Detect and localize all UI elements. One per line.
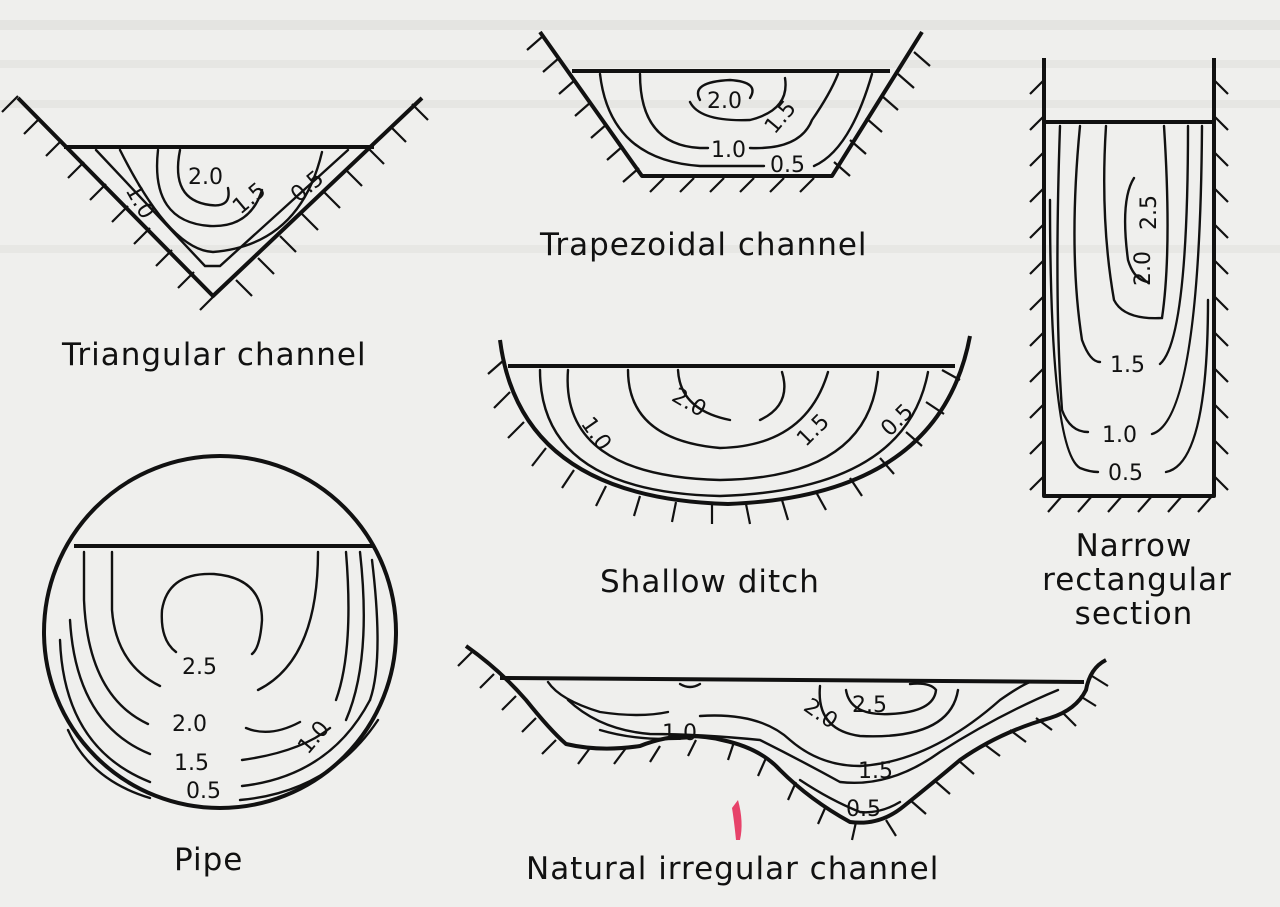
channel-bed xyxy=(464,644,1107,825)
isovel-label: 2.5 xyxy=(1137,195,1162,230)
isovel-labels: 2.5 2.0 1.5 1.0 0.5 xyxy=(1102,195,1162,486)
isovel-label: 1.0 xyxy=(711,138,746,163)
triangular-channel: 2.0 1.5 1.0 0.5 Triangular channel xyxy=(1,95,429,373)
isovel-label: 1.0 xyxy=(1102,423,1137,448)
bank-hatching xyxy=(487,359,961,525)
caption-line: section xyxy=(1075,596,1194,632)
isovel-label: 0.5 xyxy=(770,153,805,178)
narrow-rectangular-section: 2.5 2.0 1.5 1.0 0.5 Narrow rectangular s… xyxy=(1029,58,1232,632)
shallow-ditch: 2.0 1.0 1.5 0.5 Shallow ditch xyxy=(487,335,972,600)
isovel-labels: 2.5 2.0 1.0 1.5 0.5 xyxy=(662,693,893,822)
isovel-label: 1.0 xyxy=(662,721,697,746)
isovel-lines xyxy=(1048,124,1210,474)
isovel-label: 2.5 xyxy=(182,655,217,680)
triangular-channel-caption: Triangular channel xyxy=(61,337,367,373)
narrow-rectangular-caption: Narrow rectangular section xyxy=(1042,528,1232,632)
caption-line: rectangular xyxy=(1042,562,1232,598)
pipe-wall xyxy=(42,454,398,810)
isovel-label: 2.0 xyxy=(667,383,710,422)
isovel-label: 2.0 xyxy=(707,89,742,114)
natural-irregular-channel: 2.5 2.0 1.0 1.5 0.5 Natural irregular ch… xyxy=(457,644,1109,887)
isovel-label: 1.0 xyxy=(120,181,159,224)
isovel-lines xyxy=(546,680,1060,814)
isovel-label: 2.0 xyxy=(188,165,223,190)
isovel-label: 2.0 xyxy=(1131,251,1156,286)
isovel-lines xyxy=(94,148,350,268)
isovel-label: 2.0 xyxy=(172,712,207,737)
trapezoidal-channel-caption: Trapezoidal channel xyxy=(539,227,868,263)
channel-bed xyxy=(16,96,424,298)
isovel-lines xyxy=(538,368,930,498)
pipe: 2.5 2.0 1.5 0.5 1.0 Pipe xyxy=(42,454,398,878)
isovel-label: 1.5 xyxy=(858,759,893,784)
red-ink-mark xyxy=(732,800,742,840)
channel-bed xyxy=(538,30,924,178)
natural-channel-caption: Natural irregular channel xyxy=(526,851,939,887)
isovel-lines xyxy=(58,550,380,802)
channel-bed xyxy=(1042,58,1216,498)
trapezoidal-channel: 2.0 1.5 1.0 0.5 Trapezoidal channel xyxy=(526,30,931,263)
isovel-label: 0.5 xyxy=(1108,461,1143,486)
shallow-ditch-caption: Shallow ditch xyxy=(600,564,820,600)
bank-hatching xyxy=(526,35,931,193)
channel-bed xyxy=(498,335,972,506)
isovel-label: 0.5 xyxy=(846,797,881,822)
isovel-lines xyxy=(598,72,874,168)
bank-hatching xyxy=(457,651,1109,841)
bleed-through-background xyxy=(0,20,1280,253)
bank-hatching xyxy=(1,95,429,311)
caption-line: Narrow xyxy=(1076,528,1193,564)
isovel-label: 1.5 xyxy=(792,409,834,451)
isovel-label: 2.5 xyxy=(852,693,887,718)
isovel-label: 1.5 xyxy=(1110,353,1145,378)
isovel-label: 1.0 xyxy=(575,413,616,456)
isovel-label: 0.5 xyxy=(186,779,221,804)
pipe-caption: Pipe xyxy=(174,842,243,878)
wall-hatching xyxy=(1029,79,1229,513)
water-surface xyxy=(499,676,1085,684)
isovel-label: 0.5 xyxy=(876,399,918,441)
isovel-label: 1.5 xyxy=(228,178,271,220)
isovel-label: 1.5 xyxy=(174,751,209,776)
